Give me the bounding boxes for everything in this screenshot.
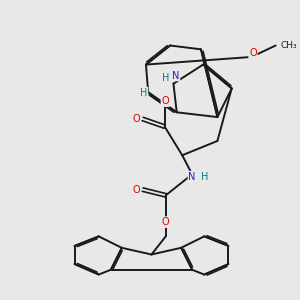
Text: O: O: [162, 217, 169, 227]
Text: CH₃: CH₃: [280, 41, 297, 50]
Text: O: O: [132, 114, 140, 124]
Text: H: H: [162, 74, 169, 83]
Text: H: H: [140, 88, 148, 98]
Text: O: O: [132, 184, 140, 195]
Text: N: N: [188, 172, 196, 182]
Text: H: H: [201, 172, 208, 182]
Text: O: O: [161, 96, 169, 106]
Text: N: N: [172, 70, 179, 80]
Text: O: O: [249, 49, 257, 58]
